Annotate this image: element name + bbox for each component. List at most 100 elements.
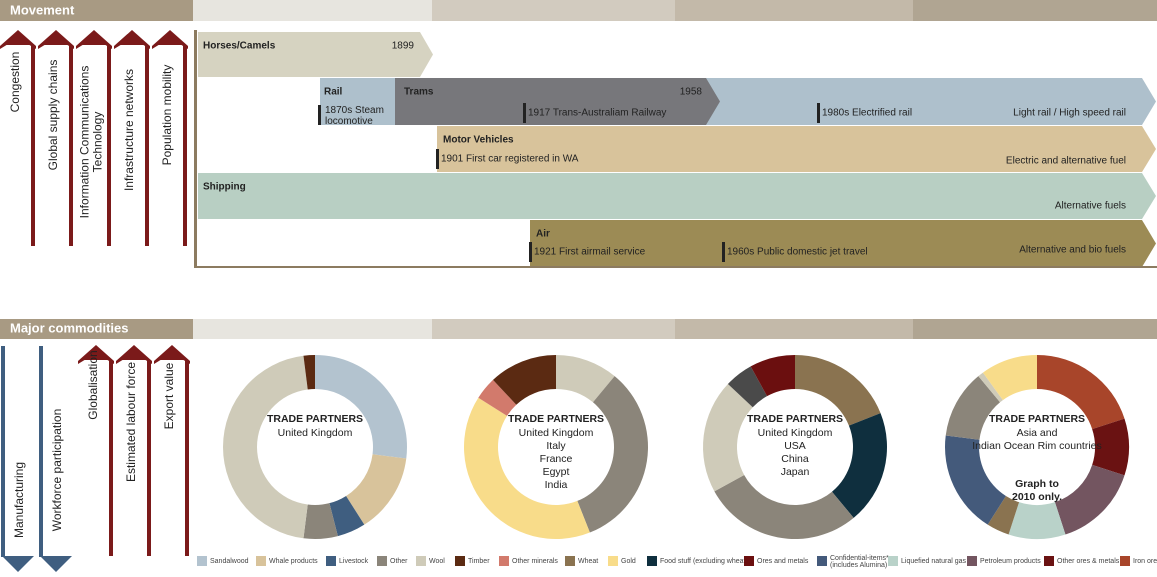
legend-label: Wheat: [578, 558, 598, 565]
header-strip: [913, 0, 1157, 21]
legend-swatch: [647, 556, 657, 566]
header-strip: [193, 0, 432, 21]
header-strip: [432, 0, 675, 21]
donut-note-line: Graph to: [1015, 478, 1059, 490]
timeline-bar: [530, 220, 1156, 267]
driver-line: [31, 45, 35, 246]
note-marker: [817, 103, 820, 123]
donut-segment: [577, 376, 648, 533]
drivers: Congestion Global supply chains Informatio…: [0, 30, 190, 572]
legend-swatch: [499, 556, 509, 566]
donut-segment: [1054, 464, 1125, 535]
legend-swatch: [197, 556, 207, 566]
legend-label: Other ores & metals: [1057, 558, 1120, 565]
donut-segment: [493, 355, 556, 405]
donut-line: United Kingdom: [519, 427, 594, 439]
driver-arrowhead-fill: [80, 347, 112, 360]
driver-arrowhead-fill: [156, 347, 188, 360]
timeline-base: [194, 266, 1157, 268]
donut-line: Asia and: [1017, 427, 1058, 439]
movement-header: Movement: [0, 0, 1157, 21]
section-title: Movement: [10, 2, 75, 17]
bar-note: 1899: [392, 41, 415, 52]
legend-label: Timber: [468, 558, 490, 565]
note-marker: [436, 149, 439, 169]
donut-segment: [727, 366, 768, 408]
driver-line: [109, 360, 113, 556]
legend-swatch: [1044, 556, 1054, 566]
legend-swatch: [888, 556, 898, 566]
driver-label: Estimated labour force: [124, 362, 138, 482]
header-strip: [432, 319, 675, 339]
bar-label: Shipping: [203, 182, 246, 193]
legend-swatch: [608, 556, 618, 566]
legend-swatch: [326, 556, 336, 566]
legend-label: Other minerals: [512, 558, 558, 565]
header-strip: [675, 319, 913, 339]
donut-note: Graph to 2010 only.: [1012, 478, 1062, 503]
driver-line: [185, 360, 189, 556]
donut-heading: TRADE PARTNERS: [989, 413, 1085, 425]
legend-swatch: [744, 556, 754, 566]
commodities-header: Major commodities: [0, 319, 1157, 339]
driver-label: Workforce participation: [50, 409, 64, 532]
driver-arrowhead-fill: [78, 32, 110, 45]
legend-swatch: [565, 556, 575, 566]
bar-note: 1917 Trans-Australiam Railway: [528, 108, 666, 119]
timeline-bar: [395, 78, 720, 125]
header-strip: [675, 0, 913, 21]
legend-swatch: [817, 556, 827, 566]
donut-line: Italy: [546, 440, 566, 452]
donut-segment: [982, 355, 1037, 401]
legend-label: Sandalwood: [210, 558, 249, 565]
header-strip: [193, 319, 432, 339]
bar-note-line: 1870s Steam: [325, 105, 384, 116]
driver-line: [145, 45, 149, 246]
legend-label-line: Confidential-items*: [830, 555, 889, 562]
donut-line: India: [545, 479, 568, 491]
bar-note: 1958: [680, 87, 703, 98]
timeline-bar: [320, 78, 395, 125]
driver-label: Manufacturing: [12, 462, 26, 538]
driver-label: Information CommunicationsTechnology: [78, 66, 105, 219]
donut-heading: TRADE PARTNERS: [747, 413, 843, 425]
donut-segment: [978, 372, 1003, 403]
timeline-bar: [198, 32, 433, 77]
donut-line: Indian Ocean Rim countries: [972, 440, 1102, 452]
bar-note: 1980s Electrified rail: [822, 108, 912, 119]
donut-segment: [714, 474, 854, 539]
legend-swatch: [377, 556, 387, 566]
donut-segment: [1037, 355, 1125, 430]
bar-note: Alternative and bio fuels: [1019, 245, 1126, 256]
legend-label: Ores and metals: [757, 558, 809, 565]
bar-label: Trams: [404, 87, 434, 98]
timeline: Horses/Camels 1899 Rail 1870s Steam locomoti…: [194, 30, 1157, 268]
donut-heading: TRADE PARTNERS: [267, 413, 363, 425]
driver-label: Export value: [162, 362, 176, 429]
bar-note: 1901 First car registered in WA: [441, 154, 579, 165]
bar-note: 1921 First airmail service: [534, 247, 646, 258]
bar-label: Rail: [324, 87, 343, 98]
donut-segment: [303, 355, 315, 390]
timeline-bar: [437, 126, 1156, 172]
section-title: Major commodities: [10, 320, 128, 335]
donut-segment: [1008, 502, 1066, 539]
header-bar: [0, 0, 193, 21]
note-marker: [722, 242, 725, 262]
driver-line: [107, 45, 111, 246]
donut-line: United Kingdom: [758, 427, 833, 439]
legend-label: Wool: [429, 558, 445, 565]
bar-note: Alternative fuels: [1055, 201, 1126, 212]
donut-note-line: 2010 only.: [1012, 491, 1062, 503]
driver-label-line: Information Communications: [78, 66, 92, 219]
legend-label: Iron ore: [1133, 558, 1157, 565]
donut-line: Japan: [781, 466, 810, 478]
bar-note: 1960s Public domestic jet travel: [727, 247, 868, 258]
driver-arrowhead-fill: [154, 32, 186, 45]
legend-swatch: [1120, 556, 1130, 566]
header-strip: [913, 319, 1157, 339]
donut-heading: TRADE PARTNERS: [508, 413, 604, 425]
driver-line: [1, 346, 5, 557]
driver-label-line: Technology: [91, 112, 105, 173]
